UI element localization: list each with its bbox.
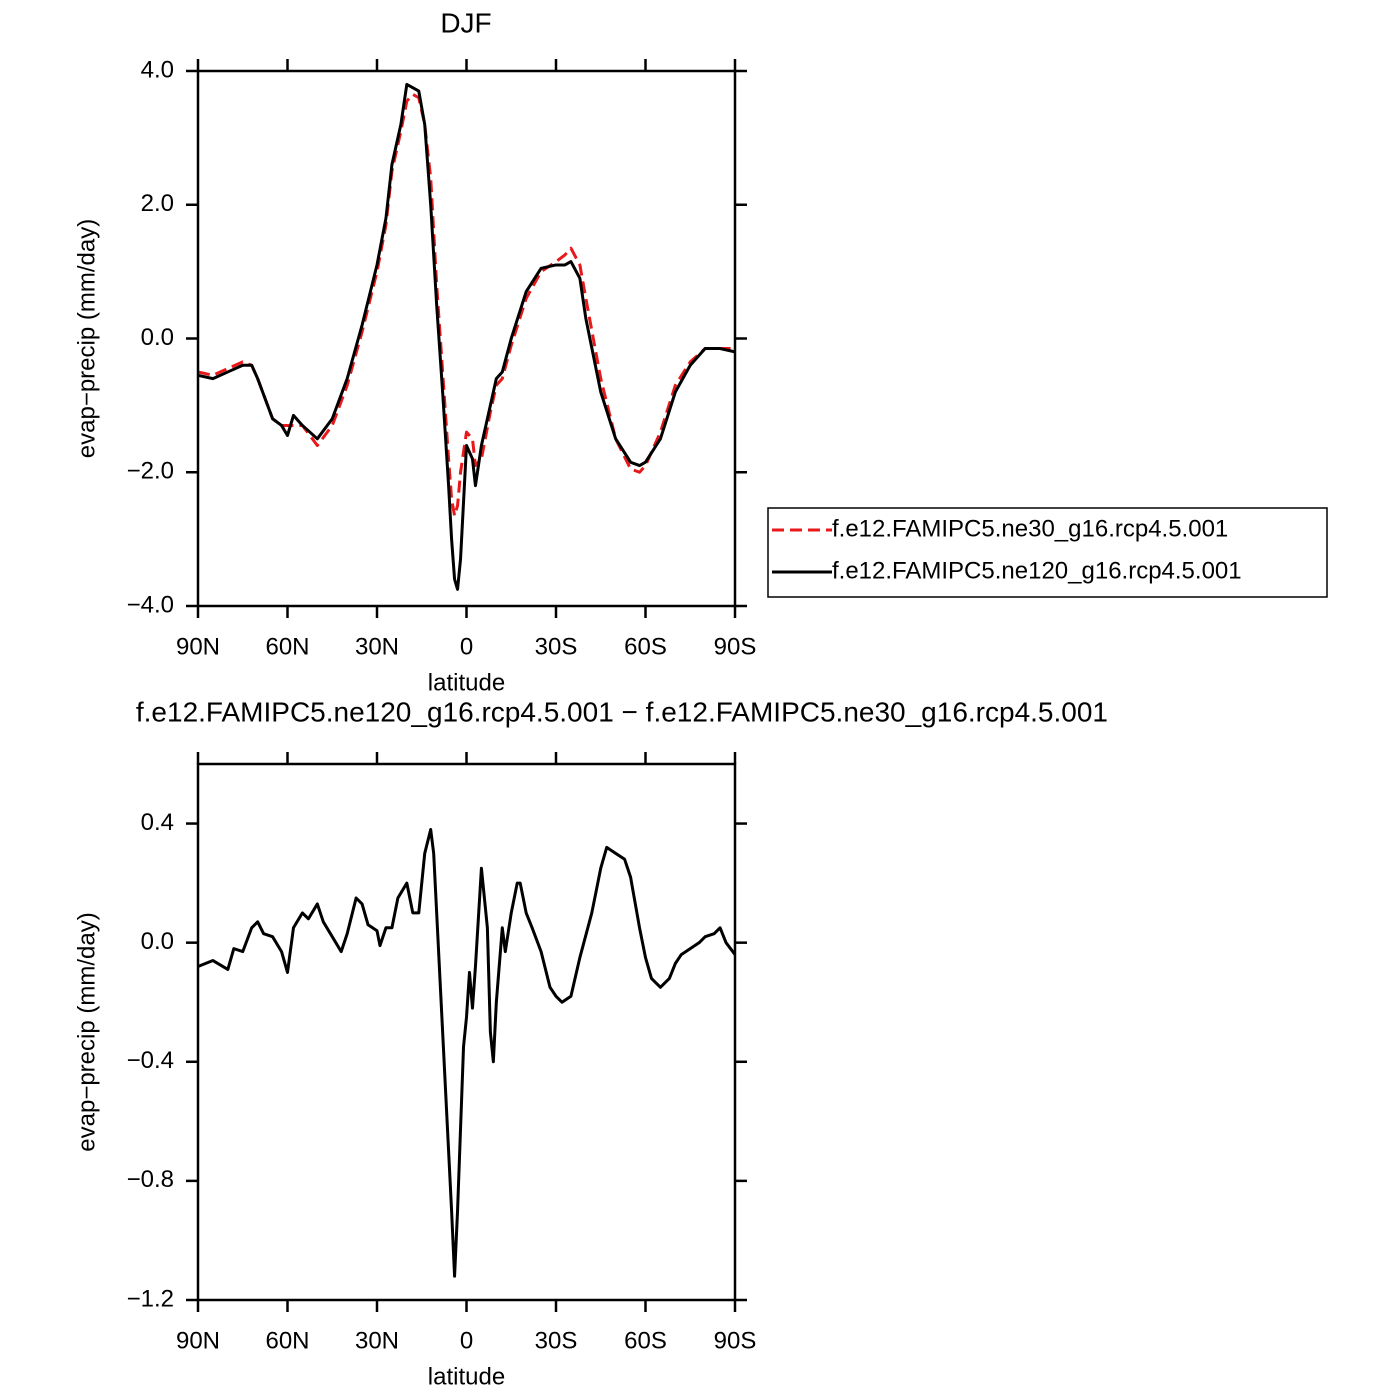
x-axis-label: latitude — [428, 669, 505, 696]
y-tick-label: 4.0 — [141, 56, 174, 83]
x-tick-label: 30N — [355, 1327, 399, 1354]
x-axis-label: latitude — [428, 1363, 505, 1390]
chart-title: DJF — [440, 7, 491, 38]
plot-frame — [196, 762, 737, 1302]
legend-label: f.e12.FAMIPC5.ne30_g16.rcp4.5.001 — [832, 515, 1228, 542]
y-tick-label: 0.0 — [141, 324, 174, 351]
x-tick-label: 90N — [176, 1327, 220, 1354]
y-tick-label: −4.0 — [127, 591, 174, 618]
plot-frame — [196, 69, 737, 608]
x-tick-label: 30S — [535, 633, 578, 660]
y-tick-label: 2.0 — [141, 190, 174, 217]
chart-title: f.e12.FAMIPC5.ne120_g16.rcp4.5.001 − f.e… — [136, 696, 1108, 727]
x-tick-label: 90S — [714, 633, 757, 660]
y-axis-label: evap−precip (mm/day) — [73, 912, 100, 1151]
x-tick-label: 30N — [355, 633, 399, 660]
legend-label: f.e12.FAMIPC5.ne120_g16.rcp4.5.001 — [832, 557, 1242, 584]
series-line — [197, 82, 736, 591]
x-tick-label: 60N — [265, 633, 309, 660]
legend-box — [767, 507, 1328, 598]
x-tick-label: 60S — [624, 633, 667, 660]
y-axis-label: evap−precip (mm/day) — [73, 219, 100, 458]
series-line — [197, 828, 737, 1278]
x-tick-label: 0 — [460, 1327, 473, 1354]
y-tick-label: 0.0 — [141, 928, 174, 955]
x-tick-label: 0 — [460, 633, 473, 660]
y-tick-label: 0.4 — [141, 809, 174, 836]
x-tick-label: 30S — [535, 1327, 578, 1354]
x-tick-label: 60N — [265, 1327, 309, 1354]
x-tick-label: 90S — [714, 1327, 757, 1354]
y-tick-label: −1.2 — [127, 1285, 174, 1312]
x-tick-label: 90N — [176, 633, 220, 660]
y-tick-label: −0.8 — [127, 1166, 174, 1193]
x-tick-label: 60S — [624, 1327, 667, 1354]
y-tick-label: −0.4 — [127, 1047, 174, 1074]
y-tick-label: −2.0 — [127, 458, 174, 485]
